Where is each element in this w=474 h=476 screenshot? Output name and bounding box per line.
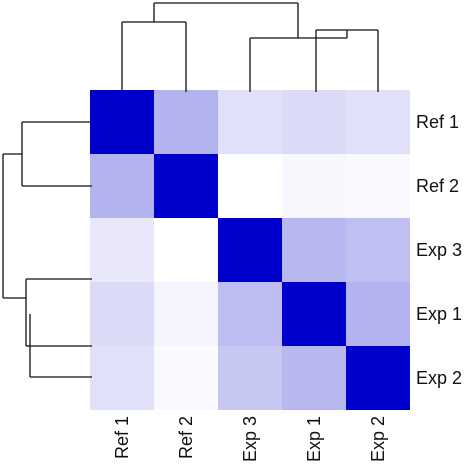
heatmap-cell — [218, 90, 282, 154]
heatmap-cell — [346, 282, 410, 346]
column-label: Exp 2 — [368, 416, 388, 462]
heatmap-cell — [282, 282, 346, 346]
heatmap-cell — [346, 346, 410, 410]
heatmap-cell — [218, 154, 282, 218]
heatmap-cells — [90, 90, 410, 410]
heatmap-cell — [154, 154, 218, 218]
row-label: Exp 2 — [416, 368, 462, 388]
heatmap-cell — [218, 282, 282, 346]
heatmap-cell — [90, 154, 154, 218]
heatmap-cell — [346, 218, 410, 282]
column-label: Exp 1 — [304, 416, 324, 462]
heatmap-cell — [154, 282, 218, 346]
row-labels: Ref 1 Ref 2 Exp 3 Exp 1 Exp 2 — [416, 112, 462, 388]
heatmap-cell — [90, 218, 154, 282]
column-labels: Ref 1 Ref 2 Exp 3 Exp 1 Exp 2 — [112, 416, 388, 462]
row-label: Ref 1 — [416, 112, 459, 132]
heatmap-cell — [346, 90, 410, 154]
row-label: Exp 1 — [416, 304, 462, 324]
heatmap-cell — [218, 346, 282, 410]
row-dendrogram — [2, 121, 92, 378]
heatmap-cell — [154, 218, 218, 282]
row-label: Exp 3 — [416, 240, 462, 260]
heatmap-cell — [346, 154, 410, 218]
heatmap-cell — [218, 218, 282, 282]
column-label: Ref 1 — [112, 416, 132, 459]
heatmap-cell — [282, 154, 346, 218]
heatmap-cell — [154, 90, 218, 154]
heatmap-cell — [90, 282, 154, 346]
heatmap-cell — [282, 346, 346, 410]
row-label: Ref 2 — [416, 176, 459, 196]
column-dendrogram — [121, 2, 379, 92]
heatmap-cell — [90, 346, 154, 410]
column-label: Exp 3 — [240, 416, 260, 462]
heatmap-cell — [154, 346, 218, 410]
heatmap-cell — [90, 90, 154, 154]
heatmap-cell — [282, 90, 346, 154]
column-label: Ref 2 — [176, 416, 196, 459]
heatmap-cell — [282, 218, 346, 282]
